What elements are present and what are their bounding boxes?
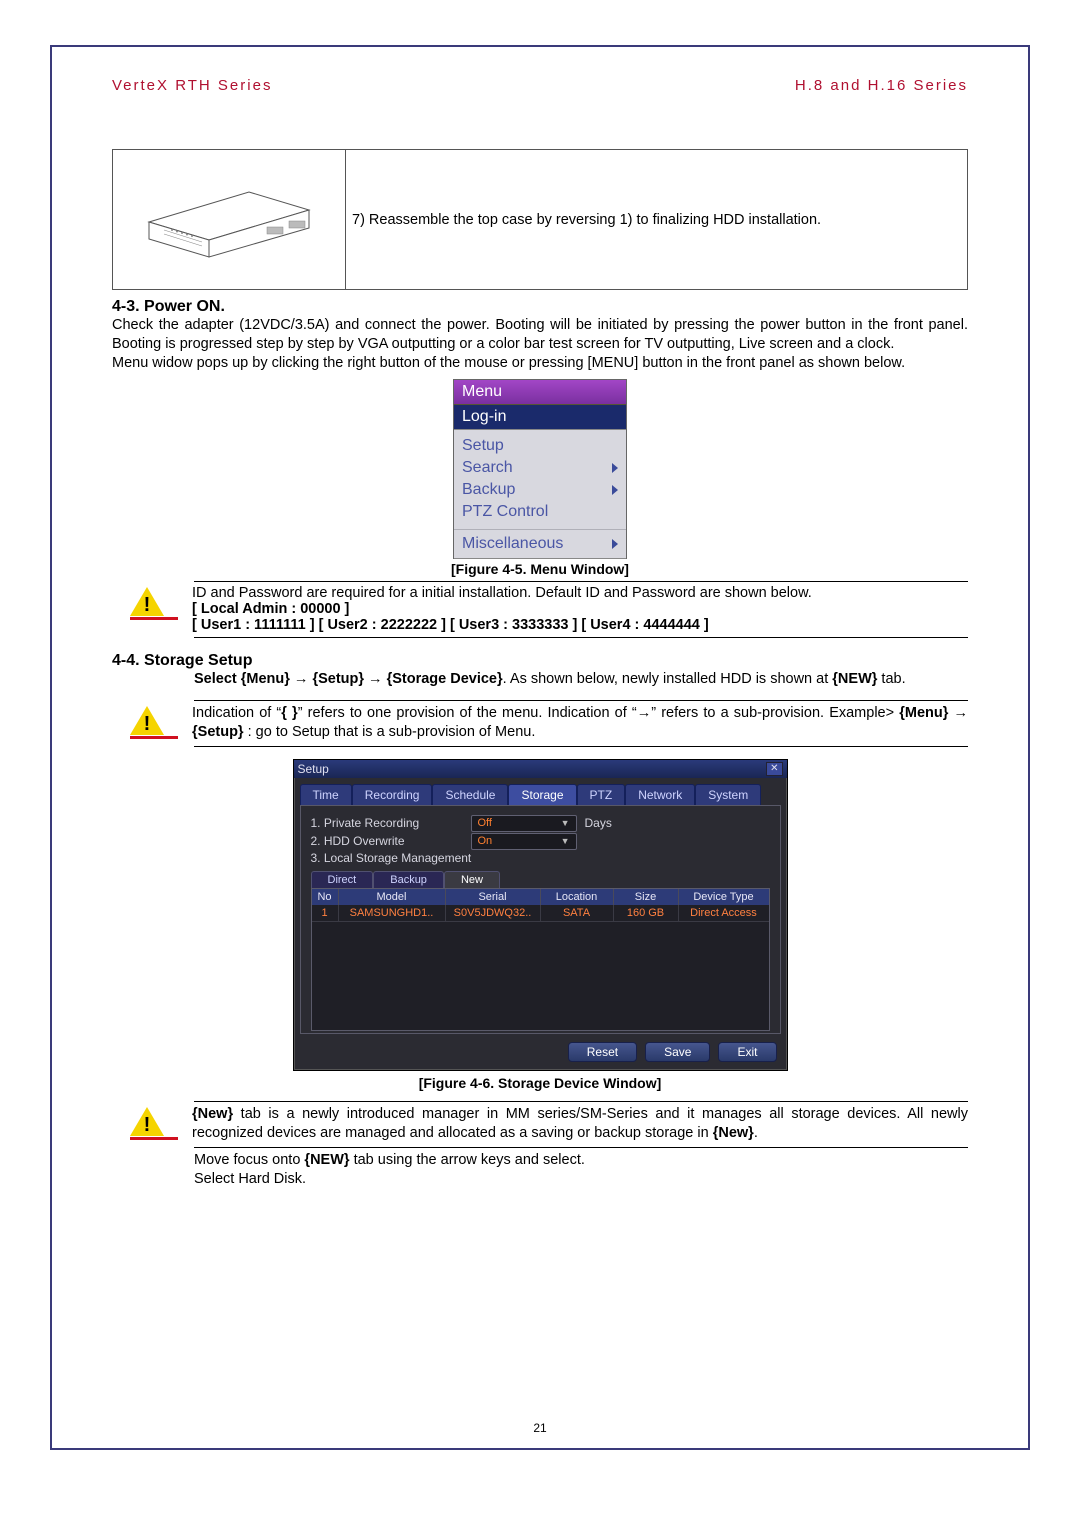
setup-window: Setup ✕ Time Recording Schedule Storage … — [293, 759, 788, 1071]
storage-device-table: No Model Serial Location Size Device Typ… — [311, 888, 770, 1031]
top-instruction-table: 7) Reassemble the top case by reversing … — [112, 149, 968, 290]
setup-top-tabs: Time Recording Schedule Storage PTZ Netw… — [300, 784, 781, 805]
submenu-arrow-icon — [612, 463, 618, 473]
divider — [194, 1147, 968, 1148]
tab-network[interactable]: Network — [625, 784, 695, 805]
tab-ptz[interactable]: PTZ — [577, 784, 626, 805]
note1-line2: [ Local Admin : 00000 ] — [192, 601, 968, 617]
menu-item-backup: Backup — [462, 479, 618, 501]
subtab-new[interactable]: New — [444, 871, 500, 888]
close-icon[interactable]: ✕ — [766, 762, 782, 776]
top-instruction-text: 7) Reassemble the top case by reversing … — [346, 150, 968, 290]
tab-time[interactable]: Time — [300, 784, 352, 805]
private-recording-select[interactable]: Off▼ — [471, 815, 577, 832]
submenu-arrow-icon — [612, 485, 618, 495]
setup-title: Setup — [298, 762, 329, 776]
note-syntax: ! Indication of “{ }” refers to one prov… — [112, 704, 968, 742]
divider — [194, 746, 968, 747]
setup-titlebar: Setup ✕ — [294, 760, 787, 778]
storage-subtabs: Direct Backup New — [311, 871, 770, 888]
exit-button[interactable]: Exit — [718, 1042, 776, 1062]
tab-recording[interactable]: Recording — [352, 784, 433, 805]
cfg-local-storage: 3. Local Storage Management — [311, 851, 770, 865]
menu-item-ptz: PTZ Control — [462, 501, 618, 523]
tab-storage[interactable]: Storage — [508, 784, 576, 805]
setup-button-row: Reset Save Exit — [294, 1034, 787, 1070]
divider — [194, 637, 968, 638]
divider — [194, 581, 968, 582]
tail-line2: Select Hard Disk. — [194, 1170, 968, 1189]
note1-line1: ID and Password are required for a initi… — [192, 585, 968, 601]
setup-pane: 1. Private Recording Off▼ Days 2. HDD Ov… — [300, 805, 781, 1034]
section-4-3-title: 4-3. Power ON. — [112, 298, 968, 316]
section-4-3-para1: Check the adapter (12VDC/3.5A) and conne… — [112, 316, 968, 354]
subtab-backup[interactable]: Backup — [373, 871, 444, 888]
device-illustration-cell — [113, 150, 346, 290]
note-credentials: ! ID and Password are required for a ini… — [112, 585, 968, 633]
menu-item-setup: Setup — [462, 435, 618, 457]
subtab-direct[interactable]: Direct — [311, 871, 374, 888]
section-4-4-para: Select {Menu} → {Setup} → {Storage Devic… — [194, 670, 968, 689]
menu-login: Log-in — [454, 405, 626, 430]
page-header: VerteX RTH Series H.8 and H.16 Series — [112, 77, 968, 94]
divider — [194, 700, 968, 701]
dvr-device-icon — [139, 172, 319, 264]
note1-line3: [ User1 : 1111111 ] [ User2 : 2222222 ] … — [192, 617, 968, 633]
figure-4-6-caption: [Figure 4-6. Storage Device Window] — [112, 1075, 968, 1091]
warning-icon: ! — [130, 1107, 178, 1137]
cfg-private-recording: 1. Private Recording Off▼ Days — [311, 815, 770, 832]
menu-item-misc: Miscellaneous — [454, 530, 626, 559]
table-empty-area — [312, 922, 769, 1030]
menu-window-diagram: Menu Log-in Setup Search Backup PTZ Cont… — [453, 379, 627, 559]
header-left: VerteX RTH Series — [112, 77, 272, 94]
save-button[interactable]: Save — [645, 1042, 710, 1062]
tab-schedule[interactable]: Schedule — [432, 784, 508, 805]
cfg-hdd-overwrite: 2. HDD Overwrite On▼ — [311, 833, 770, 850]
table-row[interactable]: 1 SAMSUNGHD1.. S0V5JDWQ32.. SATA 160 GB … — [312, 905, 769, 922]
warning-icon: ! — [130, 587, 178, 617]
warning-icon: ! — [130, 706, 178, 736]
section-4-3-para2: Menu widow pops up by clicking the right… — [112, 354, 968, 373]
header-right: H.8 and H.16 Series — [795, 77, 968, 94]
tab-system[interactable]: System — [695, 784, 761, 805]
section-4-4-title: 4-4. Storage Setup — [112, 652, 968, 670]
table-header-row: No Model Serial Location Size Device Typ… — [312, 889, 769, 905]
page-number: 21 — [52, 1421, 1028, 1435]
submenu-arrow-icon — [612, 539, 618, 549]
tail-line1: Move focus onto {NEW} tab using the arro… — [194, 1151, 968, 1170]
reset-button[interactable]: Reset — [568, 1042, 637, 1062]
hdd-overwrite-select[interactable]: On▼ — [471, 833, 577, 850]
note-new-tab: ! {New} tab is a newly introduced manage… — [112, 1105, 968, 1143]
menu-item-search: Search — [462, 457, 618, 479]
divider — [194, 1101, 968, 1102]
figure-4-5-caption: [Figure 4-5. Menu Window] — [112, 561, 968, 577]
menu-title: Menu — [454, 380, 626, 405]
